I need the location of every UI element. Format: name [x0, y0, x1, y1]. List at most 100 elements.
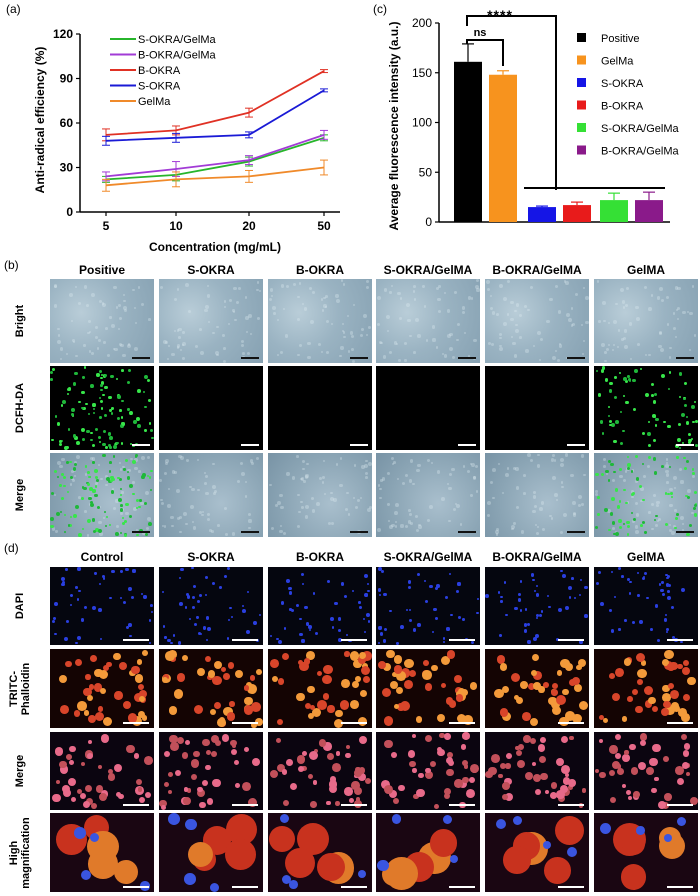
- cell: [80, 869, 92, 881]
- cell: [131, 665, 140, 675]
- cell: [643, 475, 646, 478]
- cell: [636, 572, 639, 575]
- cell: [571, 577, 574, 580]
- cell: [101, 302, 105, 305]
- cell: [102, 454, 106, 458]
- cell: [241, 604, 244, 607]
- cell: [631, 495, 634, 499]
- cell: [174, 471, 177, 474]
- cell: [349, 651, 360, 662]
- cell: [367, 326, 371, 329]
- cell: [102, 575, 106, 579]
- cell: [59, 347, 64, 352]
- cell: [353, 768, 363, 778]
- cell: [99, 532, 103, 537]
- cell: [231, 748, 238, 756]
- cell: [681, 441, 684, 445]
- scale-bar: [123, 722, 149, 724]
- micrograph-tile: [485, 279, 589, 363]
- cell: [624, 304, 628, 308]
- cell: [134, 674, 144, 683]
- cell: [185, 593, 189, 597]
- chart-c-legend-swatch: [577, 55, 586, 65]
- cell: [117, 303, 121, 307]
- cell: [112, 455, 116, 458]
- cell: [535, 616, 539, 620]
- cell: [96, 373, 100, 377]
- chart-a-legend-label: GelMa: [138, 96, 171, 108]
- cell: [320, 350, 324, 354]
- cell: [176, 344, 180, 348]
- chart-a-x-tick-label: 10: [169, 219, 183, 233]
- cell: [556, 757, 565, 766]
- cell: [105, 446, 108, 449]
- cell: [71, 478, 74, 481]
- cell: [106, 661, 112, 668]
- cell: [431, 630, 434, 633]
- cell: [443, 793, 450, 800]
- cell: [544, 857, 571, 884]
- micrograph-tile: [50, 567, 154, 645]
- cell: [337, 628, 341, 632]
- cell: [515, 746, 520, 751]
- cell: [383, 593, 387, 597]
- row-label-line: TRITC-: [8, 670, 20, 707]
- cell: [623, 345, 628, 350]
- cell: [140, 593, 143, 596]
- cell: [83, 687, 92, 697]
- cell: [573, 684, 582, 693]
- cell: [648, 696, 656, 705]
- cell: [565, 605, 570, 610]
- cell: [350, 334, 354, 338]
- cell: [570, 474, 574, 478]
- cell: [98, 441, 102, 444]
- cell: [535, 593, 540, 597]
- cell: [333, 718, 343, 728]
- cell: [490, 753, 500, 763]
- cell: [94, 572, 97, 575]
- cell: [142, 473, 147, 478]
- cell: [686, 532, 690, 537]
- cell: [485, 770, 493, 779]
- cell: [281, 652, 289, 660]
- cell: [663, 701, 671, 709]
- cell: [365, 777, 372, 784]
- cell: [553, 493, 558, 497]
- cell: [444, 354, 448, 358]
- cell: [425, 339, 429, 342]
- cell: [499, 344, 502, 347]
- cell: [144, 428, 147, 432]
- cell: [104, 327, 108, 331]
- cell: [138, 683, 145, 690]
- cell: [444, 292, 447, 295]
- cell: [128, 623, 132, 627]
- cell: [213, 701, 221, 709]
- cell: [558, 607, 563, 612]
- cell: [488, 342, 492, 346]
- cell: [230, 739, 237, 747]
- cell: [88, 487, 93, 492]
- cell: [623, 329, 628, 333]
- cell: [338, 637, 343, 642]
- cell: [621, 429, 625, 433]
- cell: [231, 532, 236, 536]
- cell: [513, 354, 518, 358]
- cell: [636, 342, 640, 346]
- cell: [309, 319, 314, 324]
- cell: [423, 305, 427, 308]
- cell: [382, 355, 387, 359]
- cell: [669, 465, 672, 469]
- micrograph-tile: [159, 813, 263, 892]
- cell: [486, 513, 490, 517]
- cell: [202, 626, 206, 630]
- section-d-row-label: Merge: [14, 729, 26, 813]
- cell: [535, 788, 542, 795]
- scale-bar: [558, 639, 584, 641]
- cell: [498, 283, 503, 288]
- cell: [680, 734, 687, 741]
- cell: [187, 310, 192, 314]
- cell: [137, 470, 141, 473]
- cell: [125, 502, 129, 507]
- cell: [344, 651, 350, 657]
- micrograph-tile: [485, 813, 589, 892]
